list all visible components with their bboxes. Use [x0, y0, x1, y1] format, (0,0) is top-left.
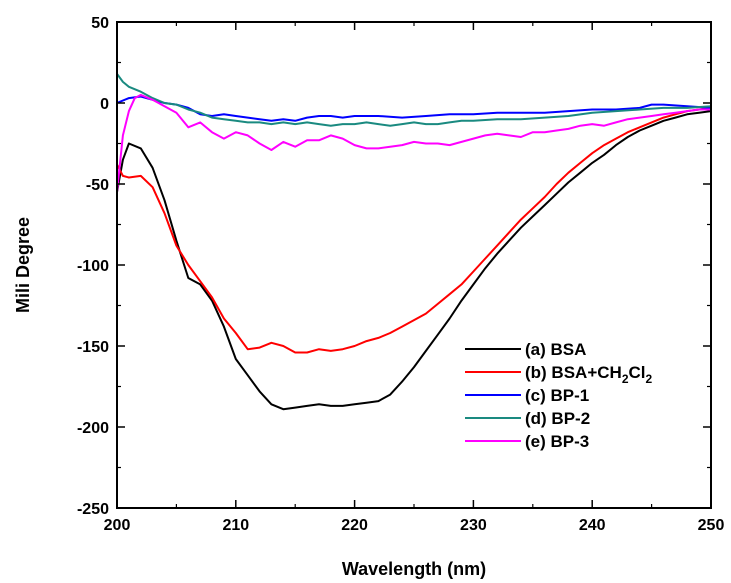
- legend-label-1: (a) BSA: [525, 340, 586, 359]
- x-tick-label: 220: [341, 517, 368, 534]
- y-tick-label: -50: [86, 177, 109, 194]
- series-line-4: [117, 73, 711, 127]
- x-tick-label: 240: [579, 517, 606, 534]
- x-tick-label: 250: [698, 517, 725, 534]
- y-tick-label: -100: [77, 258, 109, 275]
- y-tick-label: -250: [77, 501, 109, 518]
- x-tick-label: 230: [460, 517, 487, 534]
- plot-frame: [116, 21, 712, 509]
- series-line-3: [117, 95, 711, 122]
- y-tick-label: -200: [77, 420, 109, 437]
- y-tick-label: 50: [91, 15, 109, 32]
- series-line-2: [117, 106, 711, 354]
- legend-label-3: (c) BP-1: [525, 386, 589, 405]
- axis-tick-labels: 200 210 220 230 240 250 50 0 -50 -100 -150 -200 -250: [77, 15, 724, 534]
- series-line-1: [117, 110, 711, 411]
- legend-label-5: (e) BP-3: [525, 432, 589, 451]
- series-layer: [117, 73, 711, 411]
- y-tick-label: -150: [77, 339, 109, 356]
- x-tick-label: 200: [104, 517, 131, 534]
- series-line-5: [117, 93, 711, 193]
- x-tick-label: 210: [222, 517, 249, 534]
- x-axis-title: Wavelength (nm): [342, 559, 486, 579]
- axis-ticks: [116, 21, 712, 509]
- legend-label-2: (b) BSA+CH2Cl2: [525, 363, 653, 386]
- legend-label-4: (d) BP-2: [525, 409, 590, 428]
- y-tick-label: 0: [100, 96, 109, 113]
- y-axis-title: Mili Degree: [13, 217, 33, 313]
- legend: (a) BSA (b) BSA+CH2Cl2(c) BP-1 (d) BP-2 (e)…: [465, 340, 653, 451]
